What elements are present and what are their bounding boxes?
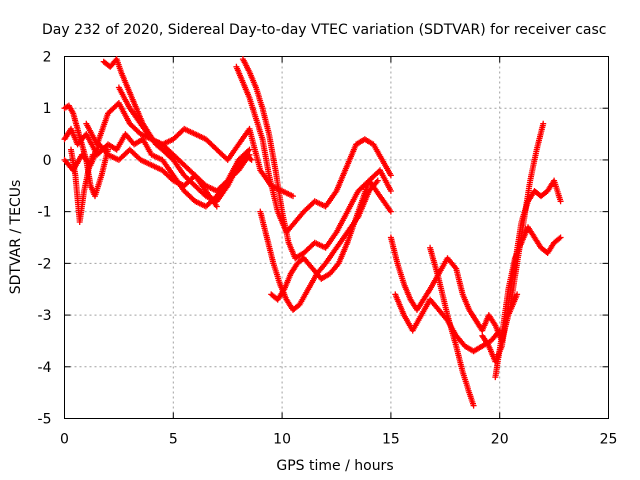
- series-arc-11: [268, 167, 394, 303]
- x-tick-label: 5: [169, 432, 178, 448]
- series-arc-8: [233, 63, 394, 236]
- x-tick-label: 20: [491, 432, 509, 448]
- y-tick-labels: 2 1 0 -1 -2 -3 -4 -5: [38, 50, 52, 428]
- y-tick-label: -1: [38, 205, 52, 221]
- y-tick-label: 0: [43, 153, 52, 169]
- x-tick-labels: 0 5 10 15 20 25: [60, 432, 617, 448]
- series-arc-5: [83, 100, 296, 200]
- series-markers: [427, 244, 477, 409]
- series-arc-14: [427, 244, 477, 409]
- series-markers: [233, 63, 394, 236]
- y-tick-label: 1: [43, 101, 52, 117]
- x-axis-label: GPS time / hours: [276, 458, 393, 474]
- x-tick-label: 10: [273, 432, 291, 448]
- plot-frame: [64, 56, 609, 419]
- x-tick-label: 15: [382, 432, 400, 448]
- series-arc-4: [68, 146, 96, 225]
- grid: [64, 56, 609, 419]
- data-series: [61, 56, 564, 409]
- series-arc-16: [492, 224, 564, 381]
- chart-title: Day 232 of 2020, Sidereal Day-to-day VTE…: [42, 22, 606, 38]
- series-markers: [115, 84, 253, 194]
- series-markers: [68, 146, 96, 225]
- y-tick-label: -2: [38, 256, 52, 272]
- y-tick-label: -3: [38, 308, 52, 324]
- series-arc-7: [115, 84, 253, 194]
- series-markers: [83, 100, 296, 200]
- series-markers: [268, 167, 394, 303]
- y-tick-label: -5: [38, 412, 52, 428]
- series-markers: [492, 224, 564, 381]
- x-tick-label: 0: [60, 432, 69, 448]
- y-tick-label: 2: [43, 50, 52, 66]
- series-arc-17: [507, 120, 547, 308]
- axis-ticks: [64, 56, 609, 419]
- y-tick-label: -4: [38, 360, 52, 376]
- series-markers: [507, 120, 547, 308]
- x-tick-label: 25: [600, 432, 618, 448]
- y-axis-label: SDTVAR / TECUs: [8, 180, 24, 295]
